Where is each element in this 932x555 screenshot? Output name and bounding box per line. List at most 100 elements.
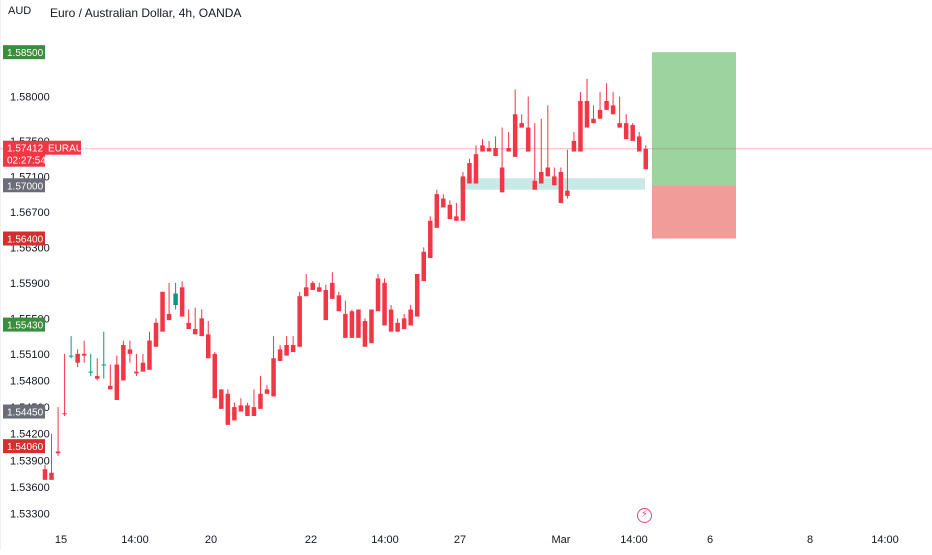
candle-body (94, 376, 100, 379)
candle-body (310, 282, 315, 290)
candle-body (68, 355, 74, 357)
candle-body (382, 282, 387, 326)
x-tick-label: 6 (707, 534, 713, 546)
candle-body (571, 140, 577, 152)
candle-body (55, 451, 61, 454)
price-level-label: 1.54450 (7, 408, 44, 419)
candle-body (323, 289, 329, 321)
stop-loss-box (652, 185, 736, 239)
candle-body (75, 353, 80, 363)
price-level-label: 1.58500 (7, 48, 44, 59)
candle-body (336, 295, 342, 312)
candle-body (643, 148, 649, 170)
y-tick-label: 1.53600 (10, 482, 50, 494)
candle-body (101, 364, 107, 366)
y-tick-label: 1.53900 (10, 455, 50, 467)
candle-body (584, 100, 590, 128)
candle-body (499, 167, 505, 193)
candle-body (330, 282, 335, 299)
candle-body (297, 296, 302, 347)
chart-title: Euro / Australian Dollar, 4h, OANDA (50, 6, 242, 20)
candle-body (375, 278, 381, 312)
x-tick-label: 27 (454, 534, 466, 546)
candle-body (192, 329, 198, 335)
x-tick-label: 14:00 (121, 534, 149, 546)
candle-body (525, 127, 531, 152)
candle-body (258, 393, 263, 409)
candle-body (441, 198, 446, 208)
candle-body (199, 318, 204, 337)
current-price-label: 1.57412 (7, 144, 44, 155)
y-tick-label: 1.55100 (10, 349, 50, 361)
candle-body (480, 145, 485, 152)
symbol-label: EURAUD (48, 144, 90, 155)
price-level-badge (3, 178, 45, 193)
candle-body (81, 353, 87, 356)
x-tick-label: 22 (305, 534, 317, 546)
lightning-event-icon[interactable]: ⚡ (637, 508, 652, 523)
candle-body (179, 287, 185, 317)
y-tick-label: 1.54200 (10, 429, 50, 441)
x-tick-label: Mar (552, 534, 571, 546)
candle-body (408, 309, 413, 326)
candle-body (225, 393, 231, 425)
price-level-badge (3, 439, 45, 454)
candle-body (506, 148, 511, 152)
price-level-label: 1.54060 (7, 442, 44, 453)
y-tick-label: 1.53300 (10, 509, 50, 521)
candle-body (251, 407, 257, 416)
x-tick-label: 15 (55, 534, 67, 546)
candle-body (388, 309, 394, 332)
candle-body (558, 171, 564, 204)
candle-body (369, 309, 374, 344)
candle-body (62, 413, 67, 415)
x-tick-label: 8 (807, 534, 813, 546)
candle-body (219, 389, 224, 409)
candle-body (277, 349, 283, 361)
price-level-label: 1.55430 (7, 321, 44, 332)
candle-body (591, 118, 596, 124)
candle-body (447, 204, 453, 219)
candle-body (212, 353, 218, 399)
candle-body (343, 313, 348, 338)
candle-body (578, 100, 583, 152)
candle-body (545, 167, 551, 177)
candle-body (166, 313, 172, 321)
price-level-label: 1.56400 (7, 235, 44, 246)
candle-body (303, 287, 309, 297)
candle-body (454, 216, 459, 221)
candle-body (623, 123, 629, 140)
x-tick-label: 14:00 (371, 534, 399, 546)
y-tick-label: 1.54800 (10, 375, 50, 387)
candle-body (512, 114, 518, 157)
candle-body (127, 349, 133, 354)
symbol-badge (45, 140, 81, 155)
candle-body (121, 344, 126, 381)
candle-body (362, 321, 368, 347)
candle-body (147, 340, 152, 370)
candle-body (206, 334, 211, 359)
candle-body (532, 180, 537, 190)
candle-body (395, 322, 400, 332)
candle-body (356, 309, 361, 338)
candle-body (428, 220, 433, 259)
candle-body (636, 136, 642, 152)
currency-label: AUD (8, 5, 32, 17)
candle-body (421, 251, 426, 282)
current-price-badge (3, 140, 45, 167)
profit-target-box (652, 52, 736, 186)
candle-body (552, 176, 557, 186)
candle-body (186, 322, 191, 330)
candle-body (617, 123, 622, 128)
candle-body (604, 100, 609, 110)
price-level-label: 1.57000 (7, 181, 44, 192)
y-tick-label: 1.55900 (10, 278, 50, 290)
candle-body (486, 148, 492, 152)
candle-body (271, 358, 276, 397)
countdown-label: 02:27:54 (7, 156, 46, 167)
x-tick-label: 20 (205, 534, 217, 546)
candle-body (88, 371, 93, 373)
price-level-badge (3, 45, 45, 60)
